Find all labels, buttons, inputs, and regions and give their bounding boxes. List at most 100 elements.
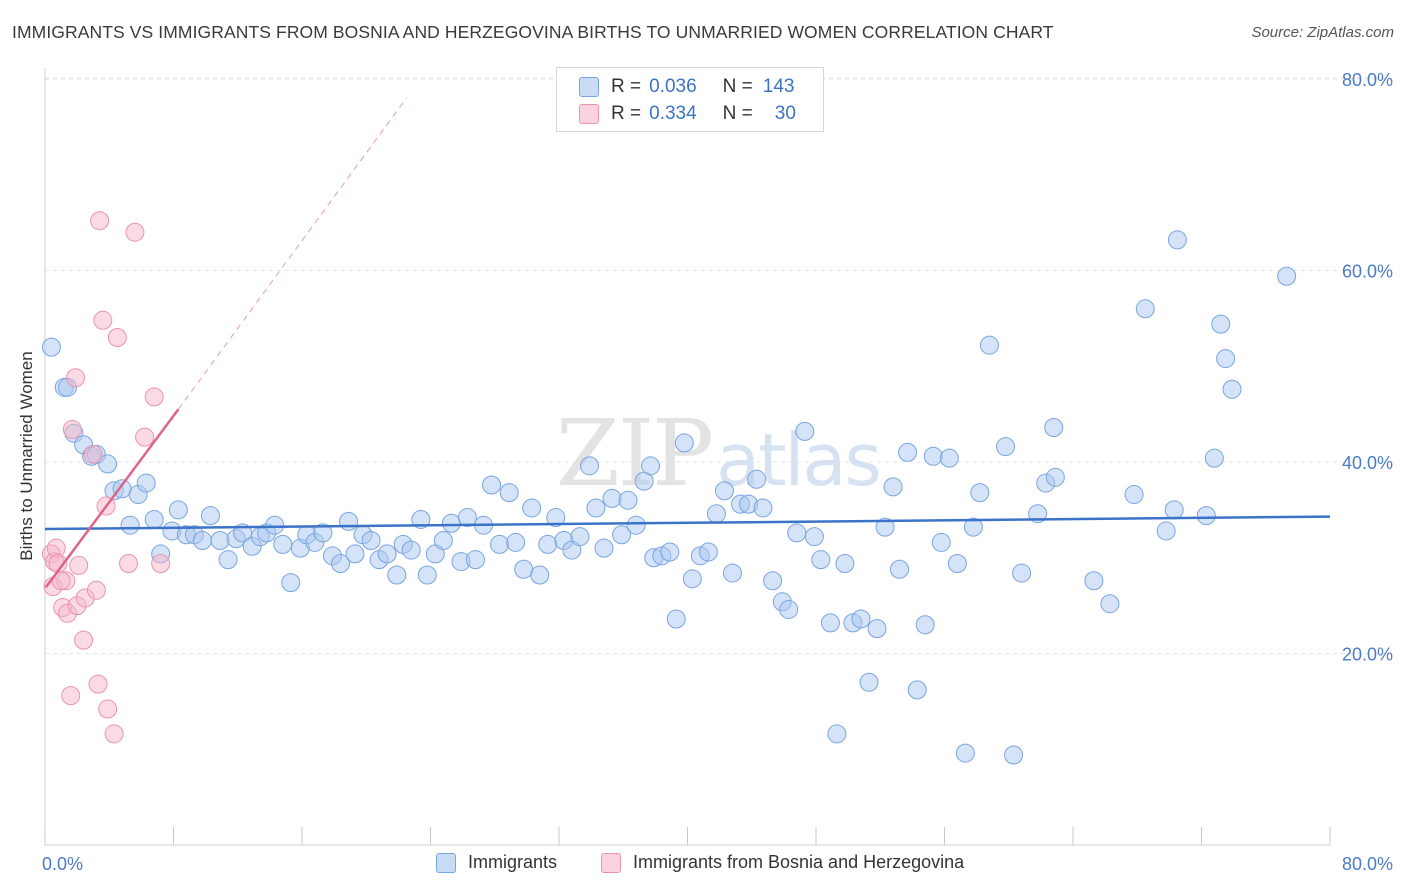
point-immigrants xyxy=(747,469,767,489)
point-immigrants xyxy=(1124,485,1144,505)
trend-line-bosnia-extension xyxy=(177,97,407,410)
point-bosnia xyxy=(107,328,127,348)
point-immigrants xyxy=(506,532,526,552)
point-immigrants xyxy=(580,456,600,476)
point-immigrants xyxy=(218,550,238,570)
point-bosnia xyxy=(151,553,171,573)
point-immigrants xyxy=(1204,448,1224,468)
point-immigrants xyxy=(1004,745,1024,765)
trend-line-immigrants xyxy=(44,515,1331,531)
point-immigrants xyxy=(890,559,910,579)
point-immigrants xyxy=(1100,594,1120,614)
point-immigrants xyxy=(907,680,927,700)
point-immigrants xyxy=(281,573,301,593)
legend-label-bosnia: Immigrants from Bosnia and Herzegovina xyxy=(633,852,965,872)
grid-lines xyxy=(45,77,1392,654)
point-immigrants xyxy=(915,615,935,635)
point-bosnia xyxy=(62,419,82,439)
point-immigrants xyxy=(939,448,959,468)
point-immigrants xyxy=(200,506,220,526)
point-immigrants xyxy=(820,613,840,633)
point-immigrants xyxy=(98,454,118,474)
point-immigrants xyxy=(465,550,485,570)
r-label: R = xyxy=(611,103,642,124)
point-immigrants xyxy=(931,532,951,552)
point-immigrants xyxy=(698,542,718,562)
point-immigrants xyxy=(522,498,542,518)
x-tick-label-max: 80.0% xyxy=(1342,854,1393,874)
point-immigrants xyxy=(706,504,726,524)
chart-title: IMMIGRANTS VS IMMIGRANTS FROM BOSNIA AND… xyxy=(12,22,1054,42)
legend-item-immigrants: Immigrants xyxy=(436,852,557,873)
point-immigrants xyxy=(722,563,742,583)
point-bosnia xyxy=(98,699,118,719)
point-bosnia xyxy=(144,387,164,407)
point-immigrants xyxy=(331,553,351,573)
point-immigrants xyxy=(1164,500,1184,520)
point-immigrants xyxy=(666,609,686,629)
point-immigrants xyxy=(996,437,1016,457)
trend-layer xyxy=(44,97,1331,589)
point-immigrants xyxy=(979,335,999,355)
point-immigrants xyxy=(787,523,807,543)
y-tick-label: 80.0% xyxy=(1342,70,1393,90)
point-immigrants xyxy=(963,517,983,537)
stats-swatch-blue xyxy=(579,77,599,97)
point-immigrants xyxy=(530,565,550,585)
point-immigrants xyxy=(313,523,333,543)
point-immigrants xyxy=(641,456,661,476)
y-tick-label: 20.0% xyxy=(1342,645,1393,665)
point-immigrants xyxy=(1084,571,1104,591)
point-immigrants xyxy=(851,609,871,629)
point-immigrants xyxy=(1135,299,1155,319)
point-bosnia xyxy=(125,222,145,242)
point-immigrants xyxy=(594,538,614,558)
legend-item-bosnia: Immigrants from Bosnia and Herzegovina xyxy=(601,852,964,873)
series-immigrants xyxy=(41,230,1297,765)
y-axis-label: Births to Unmarried Women xyxy=(17,351,36,560)
point-immigrants xyxy=(168,500,188,520)
point-bosnia xyxy=(104,724,124,744)
point-immigrants xyxy=(570,527,590,547)
stats-swatch-pink xyxy=(579,104,599,124)
point-immigrants xyxy=(41,337,61,357)
point-immigrants xyxy=(1216,349,1236,369)
point-bosnia xyxy=(69,555,89,575)
point-immigrants xyxy=(1196,506,1216,526)
point-bosnia xyxy=(119,553,139,573)
point-immigrants xyxy=(612,525,632,545)
point-bosnia xyxy=(93,310,113,330)
point-immigrants xyxy=(1156,521,1176,541)
watermark-zip: ZIP xyxy=(556,400,712,507)
stats-row-bosnia: R = 0.334 N = 30 xyxy=(579,101,796,127)
n-value: 143 xyxy=(762,76,795,97)
stats-legend: R = 0.036 N = 143 R = 0.334 N = 30 xyxy=(556,67,824,132)
point-immigrants xyxy=(970,483,990,503)
point-bosnia xyxy=(88,674,108,694)
legend-swatch-pink xyxy=(601,852,621,873)
n-label: N = xyxy=(722,76,753,97)
r-label: R = xyxy=(611,76,642,97)
n-label: N = xyxy=(722,103,753,124)
point-immigrants xyxy=(1277,266,1297,286)
point-immigrants xyxy=(875,517,895,537)
r-value: 0.334 xyxy=(649,103,697,124)
point-bosnia xyxy=(90,211,110,231)
point-bosnia xyxy=(86,580,106,600)
point-immigrants xyxy=(867,619,887,639)
point-immigrants xyxy=(804,527,824,547)
point-immigrants xyxy=(898,442,918,462)
point-immigrants xyxy=(1044,418,1064,438)
legend-swatch-blue xyxy=(436,852,456,873)
tick-labels: 20.0% 40.0% 60.0% 80.0% 0.0% 80.0% xyxy=(42,70,1393,874)
point-immigrants xyxy=(411,509,431,529)
point-bosnia xyxy=(83,444,103,464)
point-immigrants xyxy=(345,544,365,564)
legend-label-immigrants: Immigrants xyxy=(468,852,558,872)
point-immigrants xyxy=(265,515,285,535)
point-immigrants xyxy=(779,599,799,619)
point-immigrants xyxy=(947,553,967,573)
point-immigrants xyxy=(859,672,879,692)
point-immigrants xyxy=(763,571,783,591)
